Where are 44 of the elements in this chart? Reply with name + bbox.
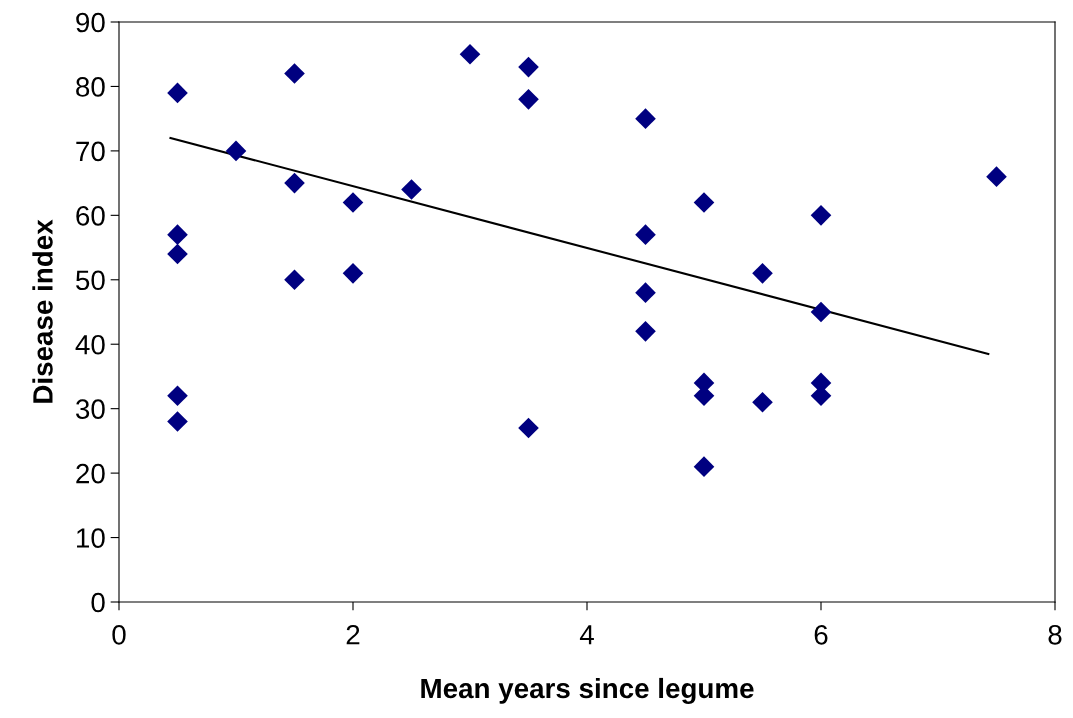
point [284, 63, 305, 84]
point [986, 166, 1007, 187]
x-axis-title: Mean years since legume [421, 677, 754, 704]
y-tick-label: 70 [76, 141, 105, 162]
point [752, 263, 773, 284]
x-tick-label: 2 [346, 624, 360, 645]
point [635, 224, 656, 245]
y-tick-label: 60 [76, 206, 105, 226]
x-tick-label: 6 [814, 624, 828, 645]
y-tick-label: 20 [76, 463, 105, 484]
point [167, 411, 188, 432]
point [167, 224, 188, 245]
y-tick-label: 80 [76, 77, 105, 97]
point [167, 82, 188, 104]
point [693, 456, 715, 477]
y-tick-label: 30 [75, 399, 105, 420]
y-tick-label: 90 [76, 12, 105, 33]
x-tick-label: 8 [1048, 624, 1062, 645]
point [635, 282, 656, 303]
point [752, 391, 773, 413]
point [635, 321, 656, 342]
point [459, 43, 481, 65]
point [342, 263, 364, 284]
x-tick-label: 4 [579, 625, 594, 645]
point [167, 385, 188, 407]
point [810, 301, 832, 323]
y-axis-title: Disease index [32, 219, 53, 403]
point [284, 269, 305, 291]
point [342, 192, 364, 213]
y-tick-label: 0 [91, 592, 105, 613]
point [167, 243, 188, 265]
point [518, 89, 539, 110]
point [518, 417, 539, 439]
point [401, 179, 422, 200]
point [693, 192, 715, 213]
x-tick-label: 0 [112, 624, 126, 645]
point [225, 140, 247, 162]
y-tick-label: 40 [75, 334, 105, 355]
point [810, 205, 832, 226]
point [635, 108, 656, 129]
y-tick-label: 10 [77, 528, 105, 548]
point [518, 56, 539, 78]
y-tick-label: 50 [76, 270, 105, 291]
point [284, 172, 305, 194]
